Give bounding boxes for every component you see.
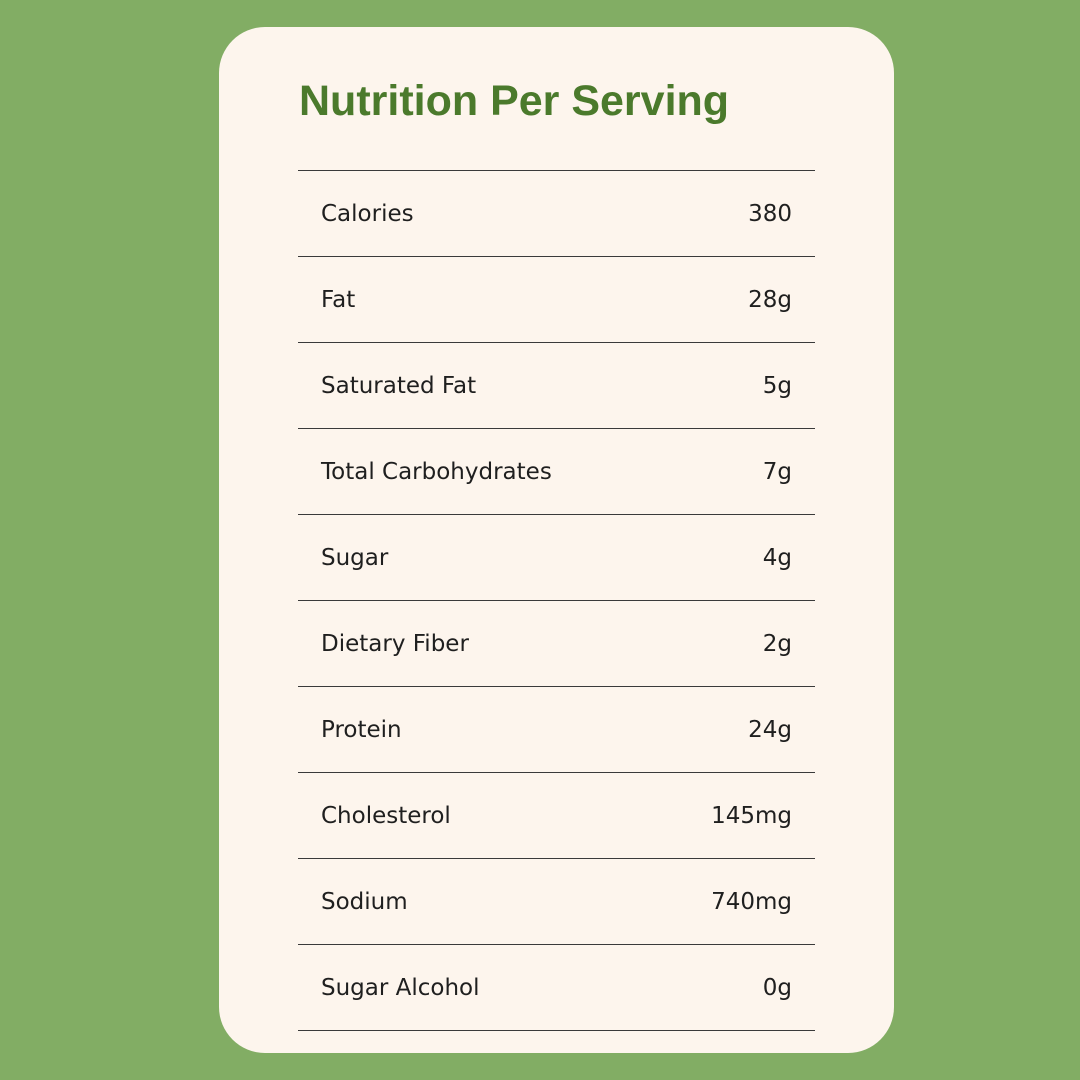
- nutrient-label: Dietary Fiber: [321, 630, 469, 657]
- nutrition-row-cholesterol: Cholesterol 145mg: [298, 773, 815, 859]
- nutrient-label: Protein: [321, 716, 402, 743]
- nutrition-row-fat: Fat 28g: [298, 257, 815, 343]
- nutrient-label: Total Carbohydrates: [321, 458, 552, 485]
- nutrient-label: Calories: [321, 200, 414, 227]
- nutrient-label: Sugar Alcohol: [321, 974, 480, 1001]
- nutrient-value: 740mg: [711, 888, 792, 915]
- nutrient-value: 24g: [748, 716, 792, 743]
- nutrient-value: 0g: [762, 974, 792, 1001]
- nutrition-row-calories: Calories 380: [298, 171, 815, 257]
- nutrition-row-sugar: Sugar 4g: [298, 515, 815, 601]
- nutrition-row-dietary-fiber: Dietary Fiber 2g: [298, 601, 815, 687]
- nutrient-value: 145mg: [711, 802, 792, 829]
- nutrient-label: Saturated Fat: [321, 372, 477, 399]
- nutrient-label: Cholesterol: [321, 802, 451, 829]
- nutrient-label: Fat: [321, 286, 356, 313]
- nutrient-value: 28g: [748, 286, 792, 313]
- nutrition-table: Calories 380 Fat 28g Saturated Fat 5g To…: [298, 170, 815, 1031]
- nutrient-value: 5g: [762, 372, 792, 399]
- page-title: Nutrition Per Serving: [299, 77, 730, 125]
- nutrition-row-saturated-fat: Saturated Fat 5g: [298, 343, 815, 429]
- nutrient-value: 4g: [762, 544, 792, 571]
- nutrient-value: 7g: [762, 458, 792, 485]
- nutrient-value: 380: [748, 200, 792, 227]
- nutrient-label: Sugar: [321, 544, 389, 571]
- nutrition-row-total-carbohydrates: Total Carbohydrates 7g: [298, 429, 815, 515]
- nutrition-row-sugar-alcohol: Sugar Alcohol 0g: [298, 945, 815, 1031]
- nutrition-row-protein: Protein 24g: [298, 687, 815, 773]
- nutrition-card: Nutrition Per Serving Calories 380 Fat 2…: [219, 27, 894, 1053]
- nutrition-row-sodium: Sodium 740mg: [298, 859, 815, 945]
- nutrient-label: Sodium: [321, 888, 408, 915]
- nutrient-value: 2g: [762, 630, 792, 657]
